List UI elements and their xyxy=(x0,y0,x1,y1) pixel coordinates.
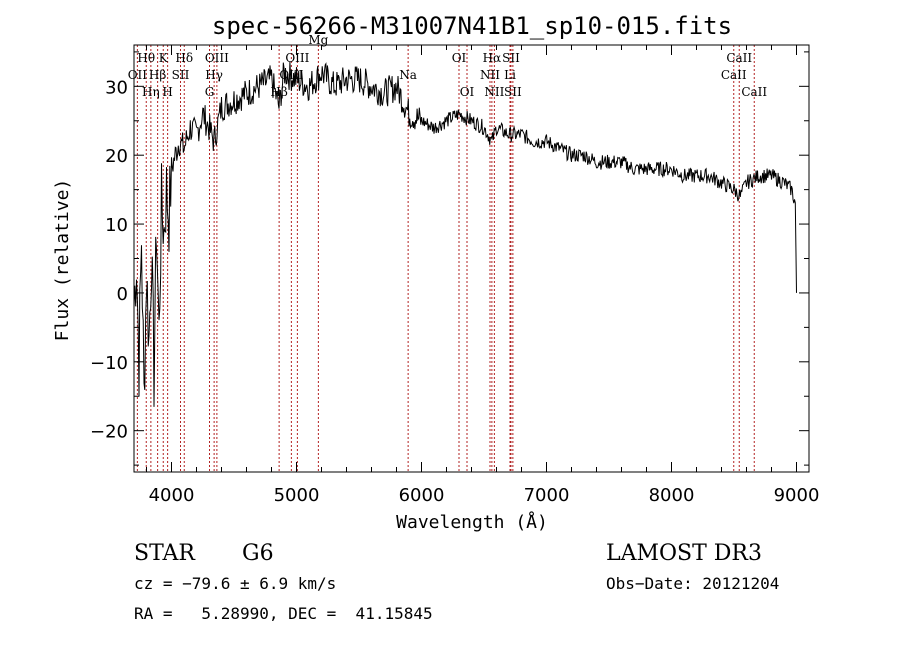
spectral-line-label: OIII xyxy=(205,51,229,65)
spectral-line-label: NII xyxy=(484,85,504,99)
y-tick-label: 10 xyxy=(105,215,128,236)
spectral-line-label: OII xyxy=(128,68,148,82)
spectral-line-label: CaII xyxy=(721,68,747,82)
x-axis-label: Wavelength (Å) xyxy=(396,511,548,533)
y-tick-label: 0 xyxy=(117,284,128,305)
spectral-line-label: K xyxy=(159,51,169,65)
class-label: STAR xyxy=(134,541,196,566)
spectral-line-label: OI xyxy=(460,85,475,99)
spectral-line-label: Hθ xyxy=(137,51,155,65)
spectral-line-label: Li xyxy=(504,68,516,82)
velocity-text: cz = −79.6 ± 6.9 km/s xyxy=(134,574,336,593)
spectral-line-label: CaII xyxy=(741,85,767,99)
spectral-line-label: Hβ xyxy=(149,68,166,82)
spectral-line-label: OIII xyxy=(285,51,309,65)
x-tick-label: 7000 xyxy=(524,485,570,506)
spectral-line-label: OI xyxy=(452,51,467,65)
spectral-line-label: Hγ xyxy=(205,68,223,82)
spectral-line-label: CaII xyxy=(726,51,752,65)
spectral-line-label: Hη xyxy=(142,85,160,99)
spectral-line-label: Na xyxy=(399,68,417,82)
spectral-line-label: Hα xyxy=(483,51,502,65)
x-tick-label: 8000 xyxy=(649,485,695,506)
chart-title: spec-56266-M31007N41B1_sp10-015.fits xyxy=(212,12,732,40)
obs-date-text: Obs−Date: 20121204 xyxy=(606,574,779,593)
x-tick-label: 5000 xyxy=(274,485,320,506)
y-axis: −20 −10 0 10 20 30 xyxy=(90,51,809,466)
x-tick-label: 4000 xyxy=(149,485,195,506)
spectral-line-label: SII xyxy=(504,85,522,99)
y-tick-label: −20 xyxy=(90,422,128,443)
spectral-line-label: SII xyxy=(172,68,190,82)
spectral-line-labels: OIIHθHηHβKHSIIHδGHγOIIIHβOIIIOIIIMgNaOIO… xyxy=(128,33,768,99)
spectral-line-label: H xyxy=(162,85,172,99)
spectral-line-label: Mg xyxy=(308,33,328,47)
spectral-line-label: G xyxy=(205,85,215,99)
y-tick-label: 20 xyxy=(105,146,128,167)
subclass-label: G6 xyxy=(242,541,274,566)
survey-label: LAMOST DR3 xyxy=(606,541,762,566)
coordinates-text: RA = 5.28990, DEC = 41.15845 xyxy=(134,604,433,623)
spectral-line-label: NII xyxy=(480,68,500,82)
x-tick-label: 9000 xyxy=(774,485,820,506)
spectral-line-label: SII xyxy=(502,51,520,65)
y-axis-label: Flux (relative) xyxy=(52,179,73,342)
spectral-line-label: Hδ xyxy=(175,51,193,65)
x-axis: 4000 5000 6000 7000 8000 9000 xyxy=(146,45,820,506)
y-tick-label: 30 xyxy=(105,77,128,98)
y-tick-label: −10 xyxy=(90,353,128,374)
spectrum-series xyxy=(133,61,797,407)
x-tick-label: 6000 xyxy=(399,485,445,506)
spectral-line-markers xyxy=(136,45,755,472)
